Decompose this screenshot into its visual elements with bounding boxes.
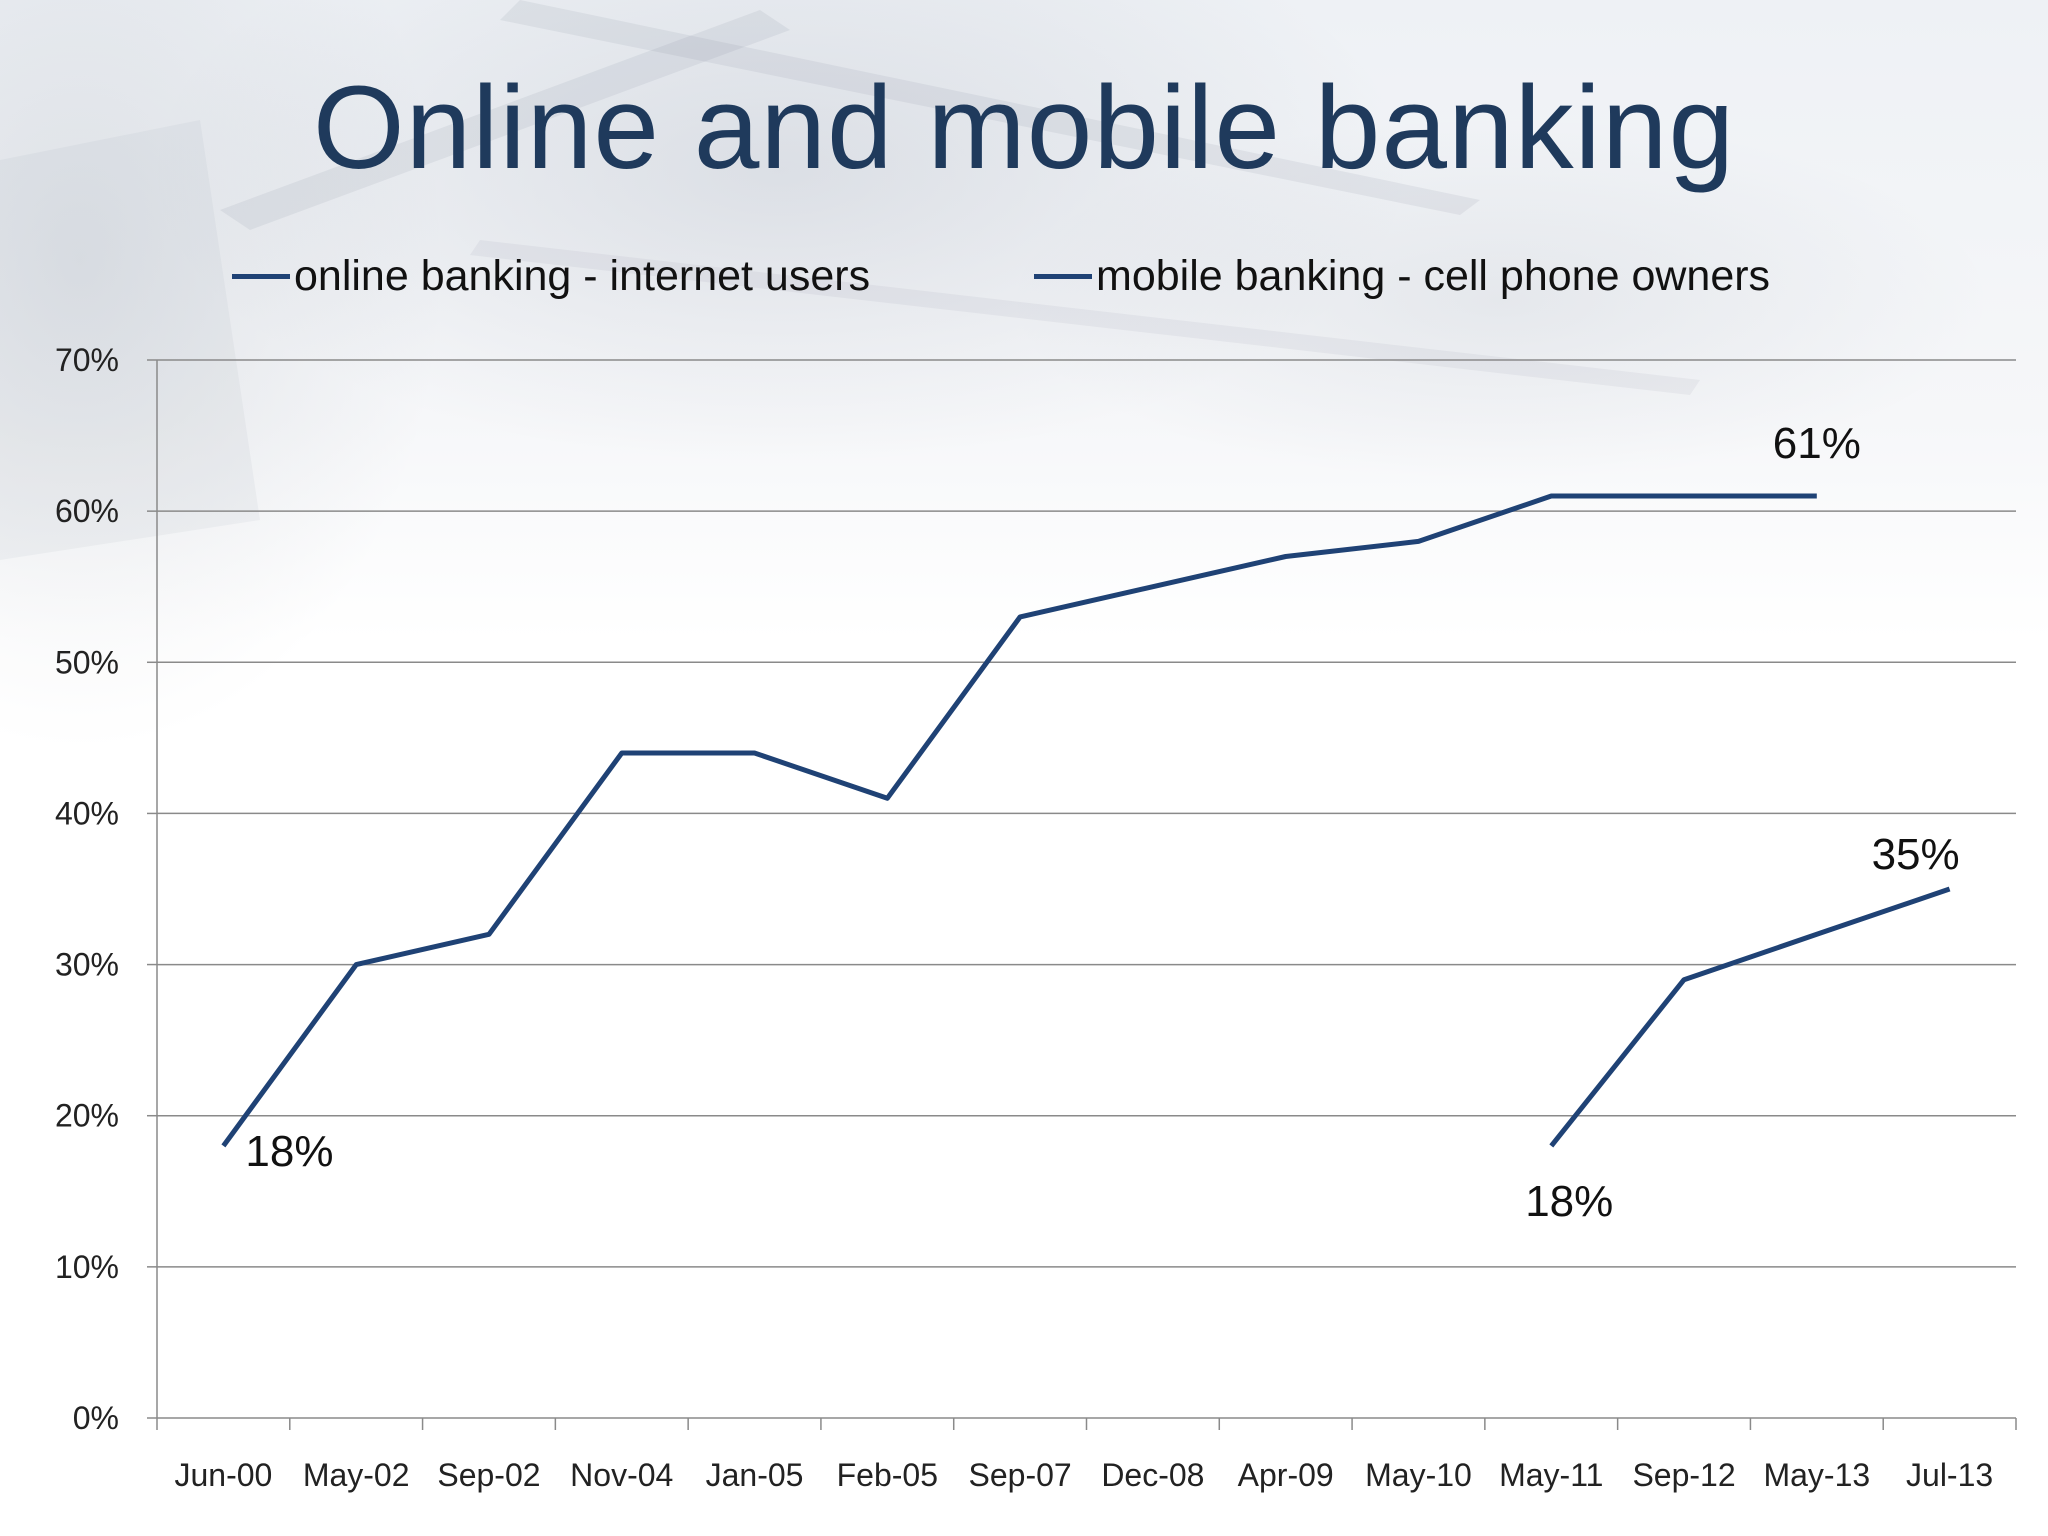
series-line-0 — [221, 493, 1817, 1148]
x-tick-label: Jul-13 — [1906, 1457, 1993, 1493]
x-tick-label: Sep-07 — [969, 1457, 1072, 1493]
data-label: 18% — [245, 1127, 333, 1176]
axes — [156, 360, 2016, 1419]
data-label: 61% — [1773, 419, 1861, 468]
legend-label-online: online banking - internet users — [294, 252, 871, 300]
x-tick-label: Feb-05 — [837, 1457, 938, 1493]
x-tick-label: May-02 — [303, 1457, 410, 1493]
data-labels: 18% 61% 18% 35% — [245, 419, 1959, 1226]
y-tick-label: 30% — [55, 947, 119, 983]
y-tick-label: 50% — [55, 644, 119, 680]
x-tick-label: Nov-04 — [570, 1457, 673, 1493]
legend-label-mobile: mobile banking - cell phone owners — [1096, 252, 1771, 300]
x-tick-label: Apr-09 — [1238, 1457, 1334, 1493]
chart-title: Online and mobile banking — [312, 62, 1736, 194]
x-tick-label: Sep-12 — [1632, 1457, 1735, 1493]
legend-swatch-mobile — [1034, 274, 1092, 279]
x-tick-label: May-10 — [1365, 1457, 1472, 1493]
series-lines — [221, 493, 1951, 1148]
y-tick-label: 10% — [55, 1249, 119, 1285]
x-tick-label: Jan-05 — [706, 1457, 804, 1493]
y-tick-label: 20% — [55, 1098, 119, 1134]
x-tick-label: May-13 — [1763, 1457, 1870, 1493]
data-label: 35% — [1872, 830, 1960, 879]
x-tick-label: May-11 — [1499, 1457, 1603, 1493]
x-tick-label: Dec-08 — [1101, 1457, 1204, 1493]
background-decoration — [0, 0, 1700, 560]
x-tick-label: Sep-02 — [437, 1457, 540, 1493]
y-tick-label: 70% — [55, 342, 119, 378]
chart-legend: online banking - internet users mobile b… — [0, 252, 2048, 312]
x-tick-label: Jun-00 — [174, 1457, 272, 1493]
y-tick-label: 60% — [55, 493, 119, 529]
y-tick-label: 0% — [73, 1400, 119, 1436]
x-axis-ticks: Jun-00 May-02 Sep-02 Nov-04 Jan-05 Feb-05 Sep-… — [156, 1418, 2017, 1493]
data-label: 18% — [1525, 1177, 1613, 1226]
gridlines — [157, 359, 2016, 1268]
y-tick-label: 40% — [55, 795, 119, 831]
legend-swatch-online — [232, 274, 290, 279]
legend-item-mobile: mobile banking - cell phone owners — [1034, 252, 1770, 301]
y-axis-ticks: 0% 10% 20% 30% 40% 50% 60% 70% — [55, 342, 157, 1436]
series-line-1 — [1549, 886, 1951, 1148]
legend-item-online: online banking - internet users — [232, 252, 870, 301]
